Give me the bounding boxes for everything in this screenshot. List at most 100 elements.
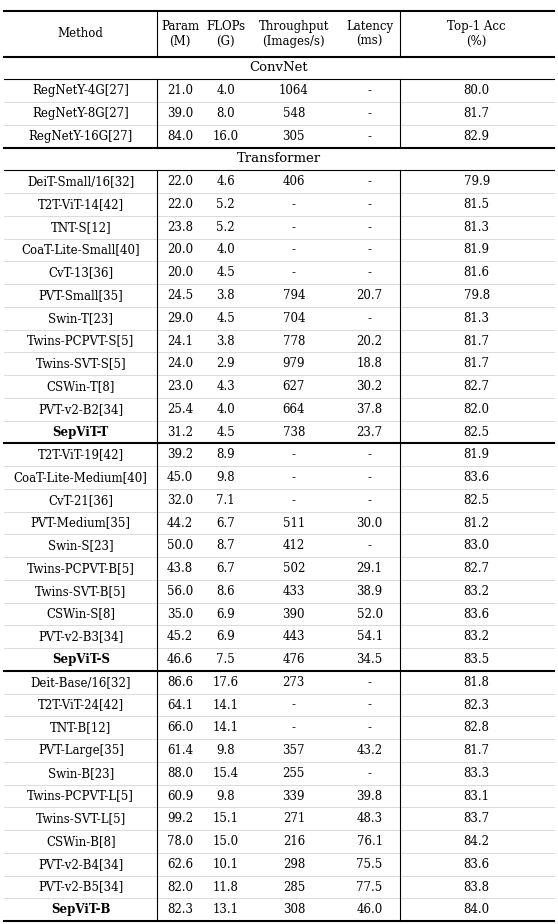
Text: 794: 794 xyxy=(282,289,305,302)
Text: 433: 433 xyxy=(282,585,305,598)
Text: 10.1: 10.1 xyxy=(213,857,239,870)
Text: 31.2: 31.2 xyxy=(167,426,193,439)
Text: 61.4: 61.4 xyxy=(167,744,193,757)
Text: 24.0: 24.0 xyxy=(167,358,193,371)
Text: Swin-S[23]: Swin-S[23] xyxy=(48,540,114,553)
Text: -: - xyxy=(368,540,372,553)
Text: -: - xyxy=(292,448,296,461)
Text: 11.8: 11.8 xyxy=(213,881,239,894)
Text: 80.0: 80.0 xyxy=(464,84,490,97)
Text: 443: 443 xyxy=(282,630,305,643)
Text: -: - xyxy=(292,244,296,257)
Text: Transformer: Transformer xyxy=(237,152,321,165)
Text: 5.2: 5.2 xyxy=(217,198,235,211)
Text: 4.0: 4.0 xyxy=(217,403,235,416)
Text: Twins-PCPVT-L[5]: Twins-PCPVT-L[5] xyxy=(27,790,134,803)
Text: 99.2: 99.2 xyxy=(167,812,193,825)
Text: 45.0: 45.0 xyxy=(167,471,193,484)
Text: 3.8: 3.8 xyxy=(217,289,235,302)
Text: 29.0: 29.0 xyxy=(167,311,193,324)
Text: Twins-PCPVT-B[5]: Twins-PCPVT-B[5] xyxy=(27,562,134,575)
Text: 20.0: 20.0 xyxy=(167,244,193,257)
Text: 18.8: 18.8 xyxy=(357,358,383,371)
Text: 52.0: 52.0 xyxy=(357,608,383,621)
Text: 60.9: 60.9 xyxy=(167,790,193,803)
Text: 84.0: 84.0 xyxy=(464,904,490,917)
Text: 22.0: 22.0 xyxy=(167,198,193,211)
Text: 82.8: 82.8 xyxy=(464,722,489,735)
Text: 84.0: 84.0 xyxy=(167,129,193,142)
Text: 75.5: 75.5 xyxy=(357,857,383,870)
Text: 255: 255 xyxy=(283,767,305,780)
Text: 54.1: 54.1 xyxy=(357,630,383,643)
Text: -: - xyxy=(292,699,296,711)
Text: SepViT-T: SepViT-T xyxy=(52,426,109,439)
Text: 56.0: 56.0 xyxy=(167,585,193,598)
Text: 25.4: 25.4 xyxy=(167,403,193,416)
Text: 390: 390 xyxy=(282,608,305,621)
Text: 406: 406 xyxy=(282,176,305,188)
Text: 20.0: 20.0 xyxy=(167,266,193,279)
Text: 9.8: 9.8 xyxy=(217,471,235,484)
Text: 15.1: 15.1 xyxy=(213,812,239,825)
Text: 6.9: 6.9 xyxy=(217,608,235,621)
Text: Swin-T[23]: Swin-T[23] xyxy=(49,311,113,324)
Text: 15.4: 15.4 xyxy=(213,767,239,780)
Text: 64.1: 64.1 xyxy=(167,699,193,711)
Text: 17.6: 17.6 xyxy=(213,675,239,688)
Text: 62.6: 62.6 xyxy=(167,857,193,870)
Text: 271: 271 xyxy=(283,812,305,825)
Text: 81.7: 81.7 xyxy=(464,744,490,757)
Text: 81.7: 81.7 xyxy=(464,334,490,347)
Text: 82.0: 82.0 xyxy=(167,881,193,894)
Text: (ms): (ms) xyxy=(357,34,383,48)
Text: 46.0: 46.0 xyxy=(357,904,383,917)
Text: PVT-Small[35]: PVT-Small[35] xyxy=(39,289,123,302)
Text: T2T-ViT-19[42]: T2T-ViT-19[42] xyxy=(38,448,124,461)
Text: 81.9: 81.9 xyxy=(464,448,490,461)
Text: 82.3: 82.3 xyxy=(464,699,490,711)
Text: CoaT-Lite-Small[40]: CoaT-Lite-Small[40] xyxy=(21,244,140,257)
Text: 8.6: 8.6 xyxy=(217,585,235,598)
Text: TNT-S[12]: TNT-S[12] xyxy=(50,221,111,234)
Text: 3.8: 3.8 xyxy=(217,334,235,347)
Text: 979: 979 xyxy=(282,358,305,371)
Text: 24.5: 24.5 xyxy=(167,289,193,302)
Text: 4.0: 4.0 xyxy=(217,84,235,97)
Text: 83.6: 83.6 xyxy=(464,608,490,621)
Text: 20.2: 20.2 xyxy=(357,334,383,347)
Text: 4.5: 4.5 xyxy=(217,426,235,439)
Text: 82.9: 82.9 xyxy=(464,129,490,142)
Text: 4.5: 4.5 xyxy=(217,266,235,279)
Text: T2T-ViT-24[42]: T2T-ViT-24[42] xyxy=(38,699,124,711)
Text: -: - xyxy=(368,266,372,279)
Text: PVT-Large[35]: PVT-Large[35] xyxy=(38,744,124,757)
Text: 37.8: 37.8 xyxy=(357,403,383,416)
Text: PVT-v2-B2[34]: PVT-v2-B2[34] xyxy=(38,403,123,416)
Text: (Images/s): (Images/s) xyxy=(262,34,325,48)
Text: -: - xyxy=(292,266,296,279)
Text: 81.5: 81.5 xyxy=(464,198,490,211)
Text: 83.1: 83.1 xyxy=(464,790,490,803)
Text: 81.3: 81.3 xyxy=(464,221,490,234)
Text: 30.0: 30.0 xyxy=(357,517,383,529)
Text: Twins-PCPVT-S[5]: Twins-PCPVT-S[5] xyxy=(27,334,134,347)
Text: 48.3: 48.3 xyxy=(357,812,383,825)
Text: -: - xyxy=(292,471,296,484)
Text: 81.3: 81.3 xyxy=(464,311,490,324)
Text: 273: 273 xyxy=(283,675,305,688)
Text: Param: Param xyxy=(161,20,199,33)
Text: 4.3: 4.3 xyxy=(217,380,235,393)
Text: 15.0: 15.0 xyxy=(213,835,239,848)
Text: 16.0: 16.0 xyxy=(213,129,239,142)
Text: -: - xyxy=(368,699,372,711)
Text: 44.2: 44.2 xyxy=(167,517,193,529)
Text: -: - xyxy=(368,675,372,688)
Text: 83.2: 83.2 xyxy=(464,630,490,643)
Text: 738: 738 xyxy=(283,426,305,439)
Text: 79.9: 79.9 xyxy=(464,176,490,188)
Text: -: - xyxy=(368,84,372,97)
Text: 339: 339 xyxy=(282,790,305,803)
Text: CoaT-Lite-Medium[40]: CoaT-Lite-Medium[40] xyxy=(14,471,148,484)
Text: 13.1: 13.1 xyxy=(213,904,239,917)
